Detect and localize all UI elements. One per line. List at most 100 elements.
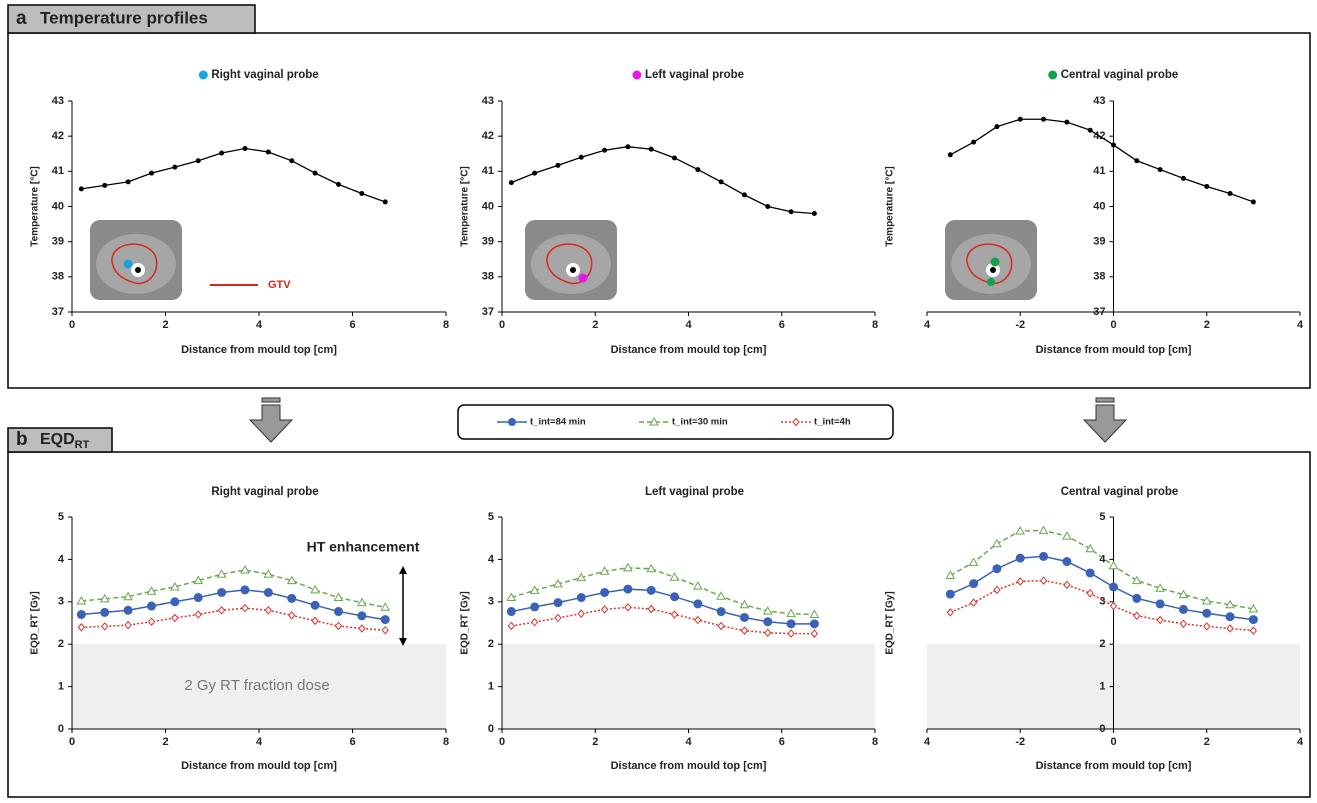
panel-a-frame [7, 32, 1311, 389]
marker [992, 564, 1002, 574]
marker [623, 562, 633, 572]
legend-label: t_int=4h [814, 417, 851, 428]
marker [217, 587, 227, 597]
x-tick-label: 0 [1110, 736, 1116, 748]
marker [646, 585, 656, 595]
marker [102, 182, 108, 188]
x-axis-label: Distance from mould top [cm] [1036, 760, 1192, 772]
marker [125, 179, 131, 185]
marker [624, 603, 632, 612]
x-tick-label: 0 [69, 319, 75, 331]
arrow-head [248, 404, 294, 443]
marker [971, 139, 977, 145]
y-tick-label: 4 [58, 553, 65, 565]
chart-title: Right vaginal probe [211, 486, 318, 498]
annotation: HT enhancement [307, 539, 420, 555]
y-axis-label: Temperature [°C] [30, 166, 41, 247]
legend-marker [792, 417, 800, 427]
y-tick-label: 38 [1093, 271, 1105, 283]
y-tick-label: 5 [1099, 511, 1105, 523]
marker [1203, 622, 1211, 631]
marker [123, 605, 133, 615]
marker [1087, 127, 1093, 133]
marker [947, 152, 953, 158]
panel-title: Temperature profiles [40, 8, 208, 27]
marker [1179, 619, 1188, 629]
marker [809, 609, 820, 619]
marker [241, 603, 249, 613]
marker [1133, 611, 1141, 621]
marker [786, 619, 796, 629]
marker [1085, 543, 1096, 553]
marker [1248, 604, 1259, 613]
marker [146, 601, 156, 611]
marker [1134, 158, 1140, 164]
x-tick-label: 6 [779, 319, 785, 331]
shaded-band [502, 644, 875, 729]
marker [333, 607, 343, 617]
arrow-head [399, 566, 407, 574]
chart-title: Central vaginal probe [1061, 69, 1179, 81]
y-tick-label: 42 [52, 130, 64, 142]
marker [1111, 142, 1116, 148]
marker [1202, 608, 1212, 618]
marker [169, 581, 180, 591]
panel-title-sub: RT [75, 439, 90, 451]
y-tick-label: 0 [1099, 723, 1105, 735]
marker [762, 606, 773, 615]
x-axis-label: Distance from mould top [cm] [1036, 344, 1192, 356]
x-tick-label: 4 [924, 736, 931, 748]
marker [672, 155, 678, 161]
marker [76, 595, 87, 605]
x-tick-label: 4 [256, 319, 263, 331]
marker [1131, 575, 1142, 585]
marker [1157, 167, 1163, 173]
chart-title: Central vaginal probe [1061, 486, 1179, 498]
marker [1108, 560, 1119, 570]
marker [741, 192, 747, 198]
legend-box [457, 404, 894, 440]
marker [334, 621, 343, 631]
gtv-contour [546, 243, 593, 285]
marker [1155, 583, 1165, 592]
marker [739, 599, 750, 609]
x-tick-label: 2 [592, 319, 598, 331]
arrow-bar [1095, 397, 1115, 403]
marker [993, 585, 1001, 595]
marker [123, 591, 133, 601]
marker [1064, 119, 1070, 125]
y-tick-label: 4 [488, 553, 495, 565]
series-line [950, 579, 1254, 632]
title-marker [198, 70, 208, 80]
marker [811, 211, 817, 217]
marker [529, 585, 540, 594]
marker [1086, 589, 1094, 598]
mould-core [570, 267, 576, 273]
marker [240, 564, 250, 574]
marker [1178, 589, 1189, 599]
y-axis-label: EQD_RT [Gy] [885, 591, 896, 654]
series-line [511, 146, 815, 215]
marker [763, 617, 773, 627]
x-tick-label: 4 [1297, 319, 1304, 331]
marker [380, 602, 391, 611]
y-tick-label: 37 [1093, 306, 1105, 318]
marker [1248, 615, 1258, 625]
marker [100, 607, 110, 617]
x-tick-label: 0 [69, 736, 75, 748]
title-marker [632, 70, 642, 80]
marker [1155, 599, 1165, 609]
marker [788, 209, 794, 215]
marker [1250, 199, 1256, 205]
series-line [81, 569, 386, 609]
marker [532, 170, 538, 176]
legend-marker [508, 418, 516, 426]
marker [506, 592, 517, 602]
x-tick-label: 6 [349, 736, 355, 748]
marker [945, 570, 956, 580]
x-axis-label: Distance from mould top [cm] [181, 760, 337, 772]
y-tick-label: 3 [1099, 596, 1105, 608]
marker [647, 604, 655, 614]
marker [739, 612, 749, 622]
arrow-head [1082, 404, 1128, 443]
